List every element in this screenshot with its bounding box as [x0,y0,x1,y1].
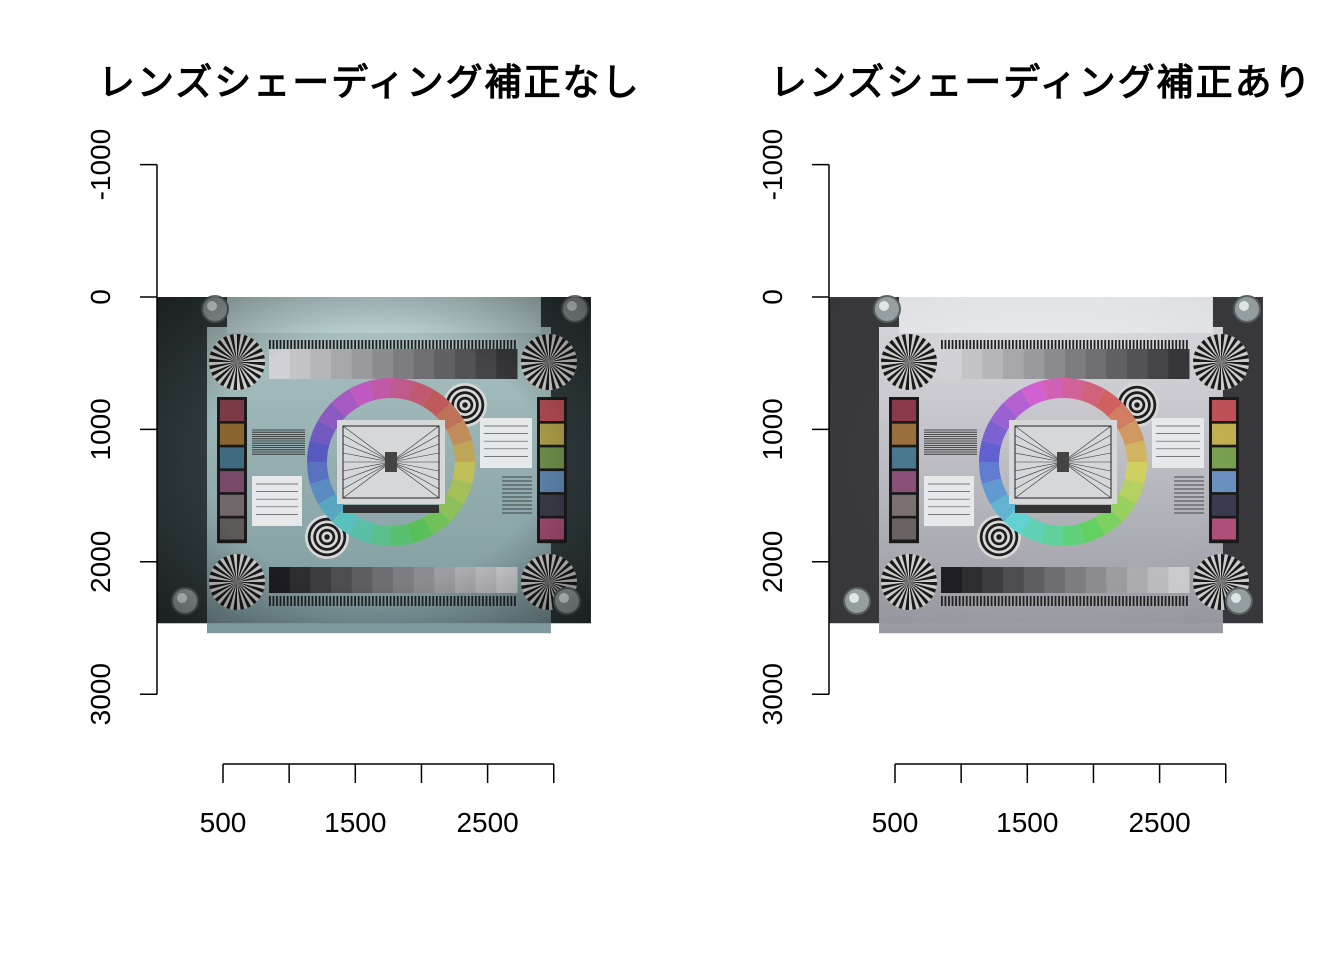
chart-title: レンズシェーディング補正あり [770,61,1313,104]
shading-overlay [157,297,591,624]
y-tick-label: 2000 [85,531,116,593]
panel-corrected: レンズシェーディング補正あり -1000 0 1000 2000 3000 500 1500… [672,0,1344,960]
x-tick-label: 500 [200,807,247,838]
y-tick-label: -1000 [757,129,788,201]
test-chart-image [829,295,1263,634]
chart-plot: -1000 0 1000 2000 3000 500 1500 2500 [85,129,591,838]
x-tick-label: 1500 [324,807,386,838]
chart-title: レンズシェーディング補正なし [98,61,641,104]
y-tick-label: -1000 [85,129,116,201]
y-axis: -1000 0 1000 2000 3000 [85,129,158,725]
y-tick-label: 3000 [757,663,788,725]
x-axis: 500 1500 2500 [200,763,555,838]
y-tick-label: 2000 [757,531,788,593]
y-tick-label: 3000 [85,663,116,725]
y-axis: -1000 0 1000 2000 3000 [757,129,830,725]
chart-plot: -1000 0 1000 2000 3000 500 1500 2500 [757,129,1263,838]
x-tick-label: 2500 [456,807,518,838]
x-tick-label: 1500 [996,807,1058,838]
x-tick-label: 500 [872,807,919,838]
y-tick-label: 0 [85,289,116,305]
y-tick-label: 1000 [85,398,116,460]
shading-overlay [829,297,1263,624]
y-tick-label: 1000 [757,398,788,460]
panel-uncorrected: レンズシェーディング補正なし -1000 0 1000 2000 3000 500 1500… [85,61,641,838]
x-axis: 500 1500 2500 [872,763,1227,838]
test-chart-image [157,295,591,634]
x-tick-label: 2500 [1128,807,1190,838]
y-tick-label: 0 [757,289,788,305]
